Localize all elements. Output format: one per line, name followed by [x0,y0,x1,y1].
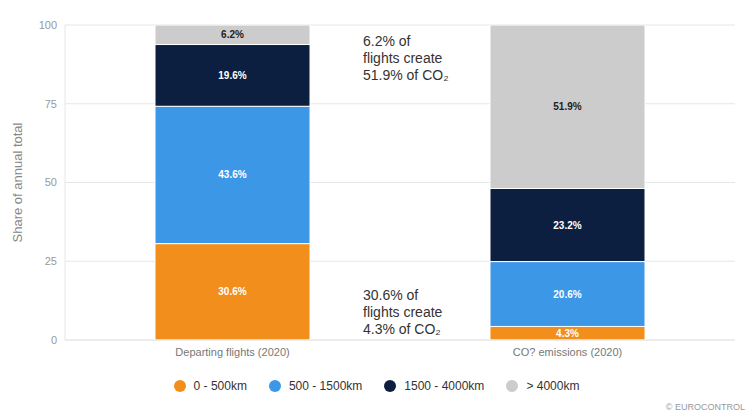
svg-text:30.6% offlights create4.3% of: 30.6% offlights create4.3% of CO₂ [363,287,443,337]
svg-text:43.6%: 43.6% [218,169,246,180]
html-text:500 - 1500km: 500 - 1500km [288,379,363,393]
svg-text:23.2%: 23.2% [553,220,581,231]
html-text:> 4000km: > 4000km [526,379,580,393]
svg-text:100: 100 [39,19,57,31]
svg-text:75: 75 [45,98,57,110]
svg-text:0: 0 [51,334,57,346]
html-text:1500 - 4000km: 1500 - 4000km [404,379,485,393]
svg-text:6.2% offlights create51.9% of: 6.2% offlights create51.9% of CO₂ [363,33,449,83]
svg-text:Share of annual total: Share of annual total [10,122,25,242]
svg-text:4.3%: 4.3% [556,328,579,339]
svg-text:19.6%: 19.6% [218,70,246,81]
html-text:0 - 500km: 0 - 500km [193,379,247,393]
svg-text:51.9%: 51.9% [553,101,581,112]
svg-text:50: 50 [45,176,57,188]
svg-text:6.2%: 6.2% [221,29,244,40]
svg-text:20.6%: 20.6% [553,289,581,300]
svg-text:25: 25 [45,255,57,267]
svg-text:30.6%: 30.6% [218,286,246,297]
svg-text:Departing flights (2020): Departing flights (2020) [175,346,289,358]
svg-text:CO? emissions (2020): CO? emissions (2020) [513,346,622,358]
html-text:© EUROCONTROL: © EUROCONTROL [665,402,745,412]
